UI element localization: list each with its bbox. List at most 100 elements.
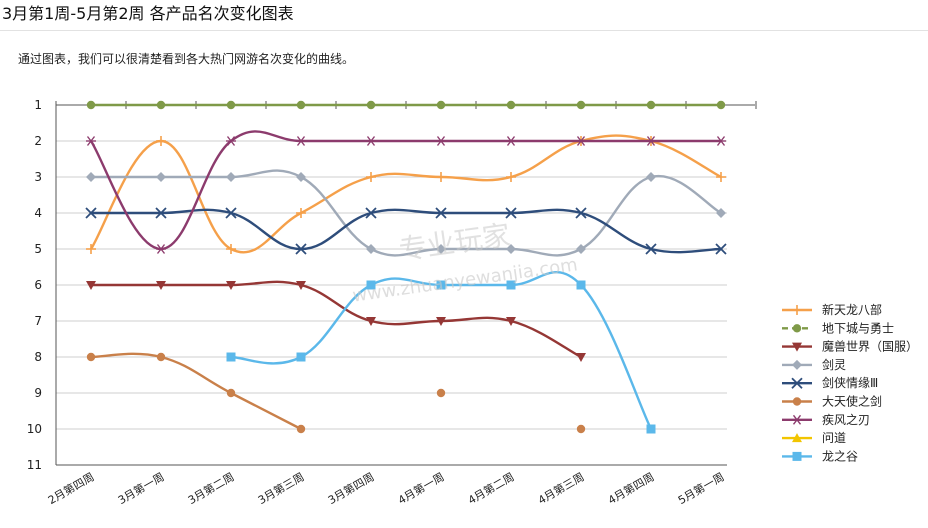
data-point — [646, 424, 656, 434]
y-tick-label: 9 — [34, 386, 42, 400]
data-point — [506, 244, 516, 254]
data-point — [506, 136, 516, 146]
y-tick-label: 8 — [34, 350, 42, 364]
legend-marker — [792, 342, 802, 352]
data-point — [226, 352, 236, 362]
data-point — [576, 353, 586, 362]
y-tick-label: 7 — [34, 314, 42, 328]
data-point — [716, 172, 726, 182]
legend-item: 问道 — [782, 431, 846, 445]
legend-label: 新天龙八部 — [822, 302, 882, 317]
y-tick-label: 2 — [34, 134, 42, 148]
data-point — [576, 136, 586, 146]
series-2 — [86, 280, 586, 362]
data-point — [506, 280, 516, 290]
series-line — [89, 130, 721, 251]
series-line — [91, 280, 582, 359]
data-point — [296, 281, 306, 290]
data-point — [645, 243, 657, 255]
legend-label: 剑灵 — [822, 357, 846, 372]
legend-marker — [792, 305, 802, 315]
data-point — [715, 243, 727, 255]
data-point — [436, 100, 446, 110]
legend-marker — [792, 397, 802, 406]
data-point — [506, 172, 516, 182]
data-point — [576, 424, 586, 434]
data-point — [86, 281, 96, 290]
data-point — [156, 281, 166, 290]
data-point — [295, 243, 307, 255]
data-point — [225, 207, 237, 219]
data-point — [86, 352, 96, 362]
data-point — [436, 388, 446, 398]
data-point — [716, 136, 726, 146]
data-point — [296, 100, 306, 110]
legend-marker — [792, 433, 802, 443]
page-title: 3月第1周-5月第2周 各产品名次变化图表 — [2, 4, 294, 23]
legend-label: 大天使之剑 — [822, 394, 882, 409]
x-tick-label: 4月第三周 — [535, 469, 586, 507]
y-tick-label: 1 — [34, 98, 42, 112]
data-point — [156, 136, 166, 146]
legend-marker — [792, 414, 802, 425]
series-1 — [86, 100, 726, 110]
data-point — [86, 136, 96, 146]
series-5 — [86, 352, 586, 434]
data-point — [156, 352, 166, 362]
legend-item: 剑灵 — [782, 357, 846, 372]
legend-marker — [791, 377, 803, 389]
data-point — [716, 208, 726, 218]
data-point — [296, 136, 306, 146]
data-point — [436, 172, 446, 182]
data-point — [296, 352, 306, 362]
data-point — [156, 100, 166, 110]
legend-item: 新天龙八部 — [782, 302, 882, 317]
x-tick-label: 3月第一周 — [115, 469, 166, 507]
data-point — [226, 172, 236, 182]
y-tick-label: 5 — [34, 242, 42, 256]
data-point — [226, 281, 236, 290]
data-point — [296, 424, 306, 434]
legend-label: 剑侠情缘Ⅲ — [822, 375, 878, 390]
data-point — [86, 244, 96, 254]
data-point — [366, 280, 376, 290]
data-point — [646, 136, 656, 146]
y-tick-label: 10 — [27, 422, 42, 436]
data-point — [436, 317, 446, 326]
legend-item: 龙之谷 — [782, 449, 858, 463]
series-line — [91, 208, 722, 254]
x-tick-label: 4月第二周 — [465, 469, 516, 507]
legend-label: 疾风之刃 — [822, 412, 870, 427]
data-point — [576, 244, 586, 254]
legend-label: 地下城与勇士 — [822, 321, 894, 335]
data-point — [296, 172, 306, 182]
data-point — [646, 172, 656, 182]
data-point — [366, 136, 376, 146]
series-3 — [86, 169, 726, 257]
data-point — [575, 207, 587, 219]
series-line — [230, 271, 653, 430]
data-point — [576, 100, 586, 110]
y-tick-label: 4 — [34, 206, 42, 220]
series-line — [90, 352, 302, 431]
series-line — [90, 169, 722, 257]
y-tick-label: 3 — [34, 170, 42, 184]
series-0 — [86, 134, 726, 254]
legend-item: 大天使之剑 — [782, 394, 882, 409]
data-point — [505, 207, 517, 219]
data-point — [435, 207, 447, 219]
x-tick-label: 2月第四周 — [45, 469, 96, 507]
data-point — [646, 100, 656, 110]
legend-marker — [792, 324, 802, 333]
data-point — [366, 244, 376, 254]
legend-label: 龙之谷 — [822, 449, 858, 463]
legend-item: 地下城与勇士 — [782, 321, 894, 335]
data-point — [86, 172, 96, 182]
x-tick-label: 3月第四周 — [325, 469, 376, 507]
data-point — [506, 317, 516, 326]
page-subtitle: 通过图表，我们可以很清楚看到各大热门网游名次变化的曲线。 — [18, 52, 355, 66]
series-4 — [85, 207, 727, 255]
